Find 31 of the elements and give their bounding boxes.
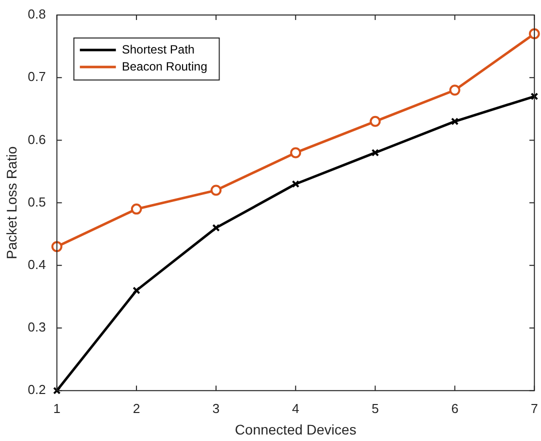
y-tick-label: 0.8 [28, 6, 46, 22]
y-tick-label: 0.6 [28, 132, 46, 147]
x-axis-title: Connected Devices [234, 421, 356, 438]
point [132, 286, 140, 294]
point [370, 116, 381, 127]
point [212, 224, 220, 232]
legend-label: Shortest Path [122, 42, 195, 56]
point [210, 184, 222, 196]
x-tick-label: 3 [212, 400, 220, 416]
x-tick-label: 6 [451, 400, 458, 416]
x-tick-label: 1 [53, 400, 60, 416]
x-tick-label: 7 [530, 400, 538, 416]
legend-label: Beacon Routing [122, 59, 208, 74]
point [528, 28, 540, 40]
point [449, 84, 460, 96]
point [530, 92, 538, 100]
point [292, 180, 300, 188]
y-axis-title: Packet Loss Ratio [3, 146, 20, 260]
point [371, 148, 380, 157]
y-tick-label: 0.7 [28, 69, 46, 84]
y-tick-label: 0.4 [28, 256, 46, 272]
y-tick-label: 0.2 [28, 382, 46, 398]
x-tick-label: 2 [132, 400, 140, 416]
point [450, 118, 459, 126]
point [51, 241, 62, 252]
x-tick-label: 5 [372, 400, 379, 416]
y-tick-label: 0.3 [28, 320, 46, 335]
x-tick-label: 4 [292, 400, 300, 416]
point [130, 204, 142, 215]
point [290, 147, 302, 158]
y-tick-label: 0.5 [28, 194, 46, 210]
